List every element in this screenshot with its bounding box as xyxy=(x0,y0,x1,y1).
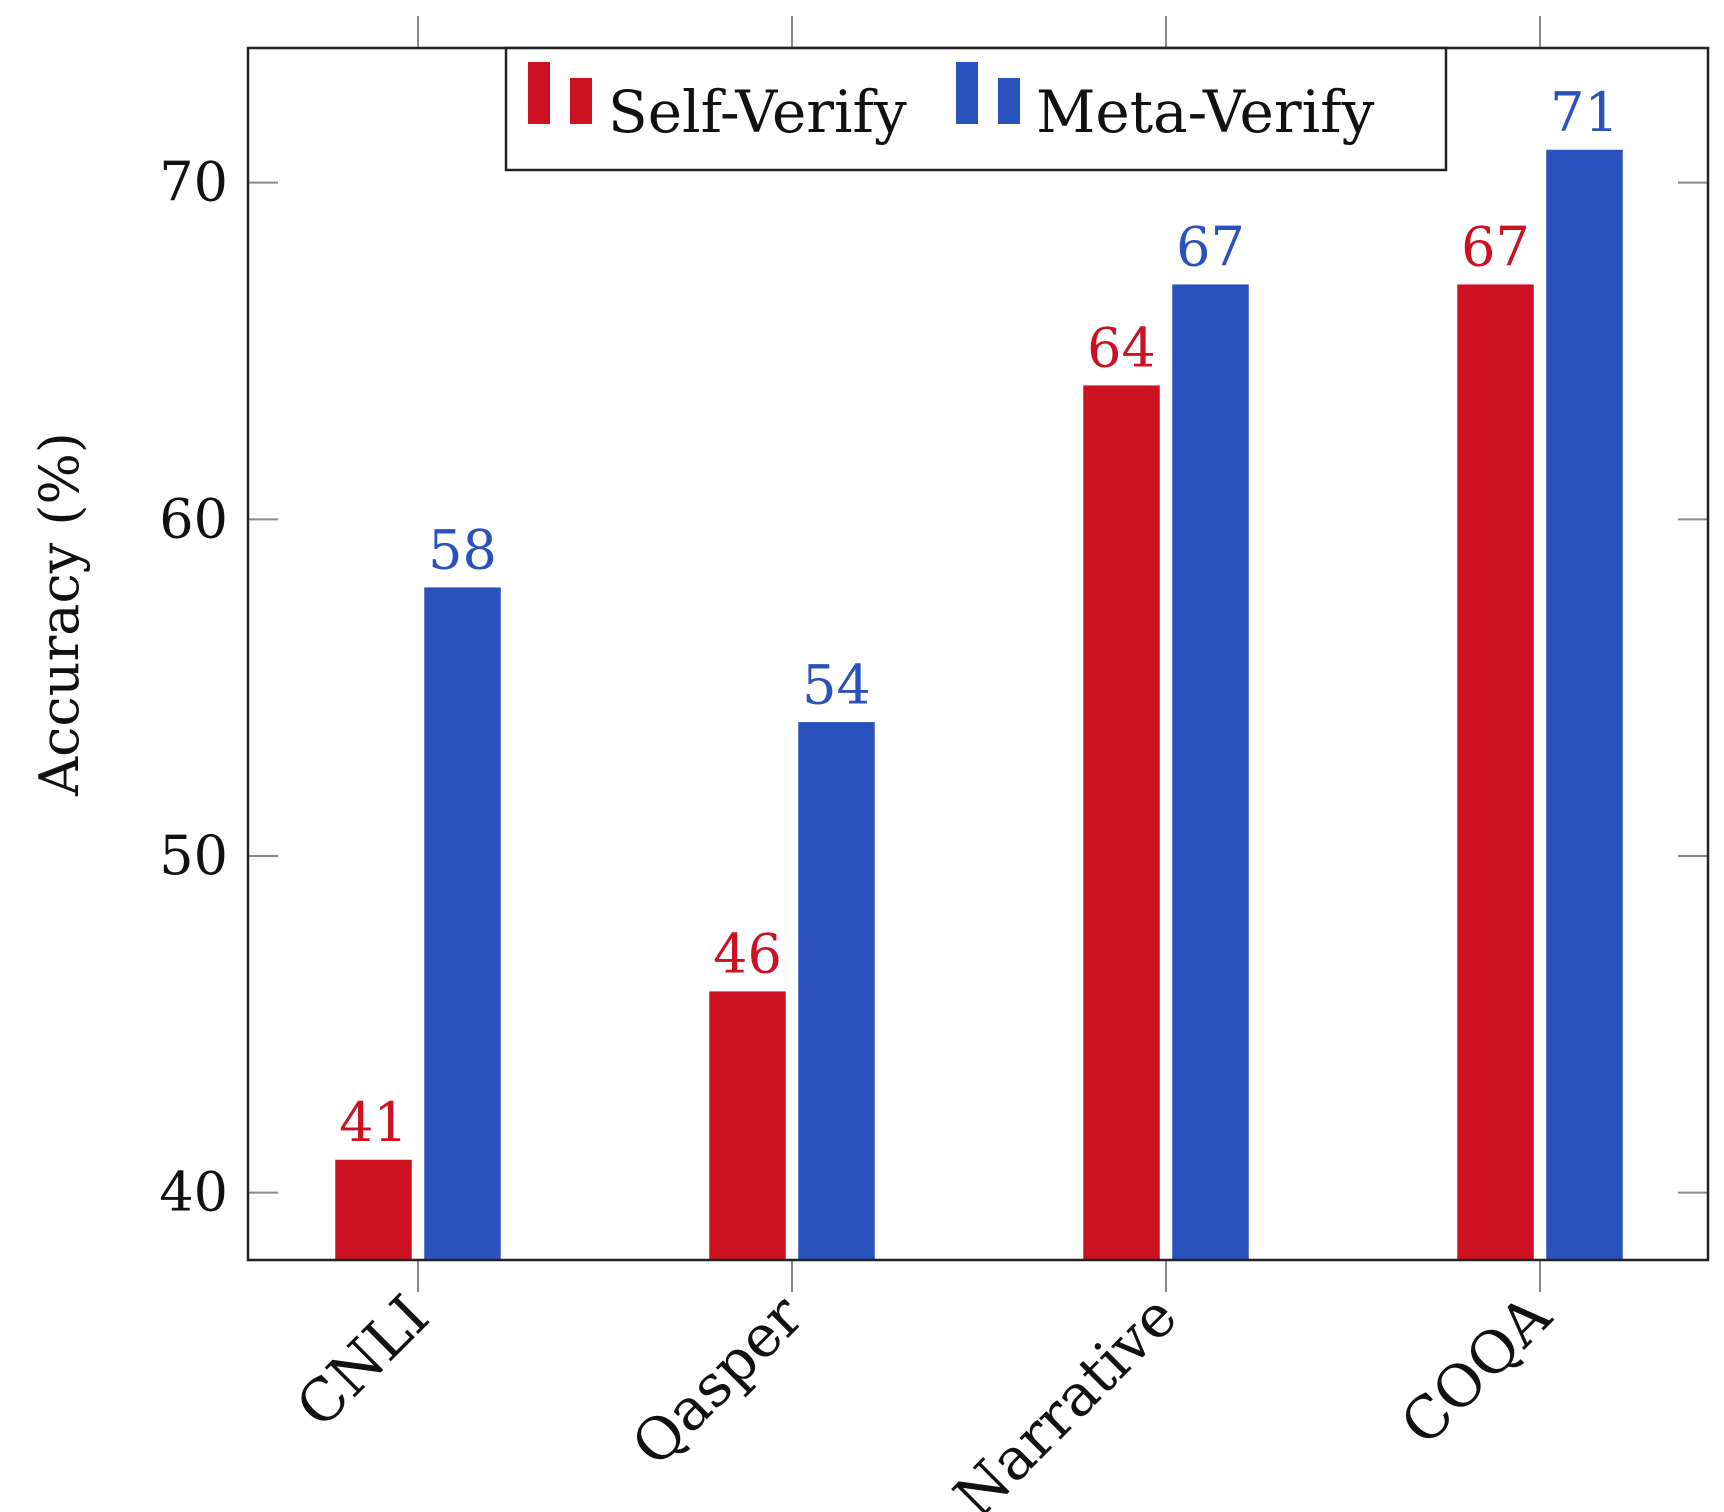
bar xyxy=(1081,383,1162,1261)
data-label: 67 xyxy=(1176,216,1245,279)
legend-label: Meta-Verify xyxy=(1036,78,1375,146)
data-label: 46 xyxy=(713,923,782,986)
bar xyxy=(333,1158,414,1261)
legend-swatch xyxy=(956,62,978,124)
x-tick-label: Qasper xyxy=(619,1282,817,1480)
data-label: 71 xyxy=(1550,81,1619,144)
bar xyxy=(1455,282,1536,1261)
data-label: 67 xyxy=(1461,216,1530,279)
data-label: 54 xyxy=(802,653,871,716)
data-label: 58 xyxy=(428,519,497,582)
legend: Self-Verify Meta-Verify xyxy=(504,46,1448,172)
y-tick-label: 60 xyxy=(159,487,228,550)
data-label: 41 xyxy=(339,1091,408,1154)
x-tick-label: Narrative xyxy=(941,1282,1190,1512)
legend-label: Self-Verify xyxy=(608,78,907,146)
bar xyxy=(707,989,788,1261)
bar xyxy=(1170,282,1251,1261)
legend-swatch xyxy=(570,78,592,124)
y-tick-label: 50 xyxy=(159,824,228,887)
legend-swatch xyxy=(528,62,550,124)
bar xyxy=(796,720,877,1261)
y-tick-label: 40 xyxy=(159,1161,228,1224)
bar xyxy=(422,585,503,1261)
y-tick-label: 70 xyxy=(159,151,228,214)
data-label: 64 xyxy=(1087,317,1156,380)
legend-swatch xyxy=(998,78,1020,124)
x-tick-label: CNLI xyxy=(283,1282,442,1441)
bar xyxy=(1544,148,1625,1261)
x-tick-label: COQA xyxy=(1388,1281,1565,1458)
y-axis-title: Accuracy (%) xyxy=(28,432,91,797)
